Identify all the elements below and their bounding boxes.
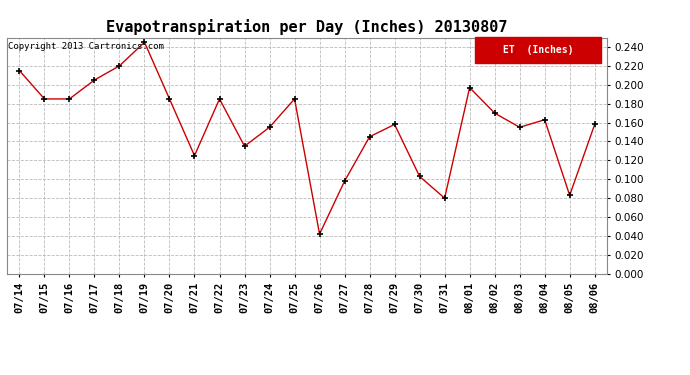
- Title: Evapotranspiration per Day (Inches) 20130807: Evapotranspiration per Day (Inches) 2013…: [106, 19, 508, 35]
- Bar: [475, 38, 601, 63]
- Text: Copyright 2013 Cartronics.com: Copyright 2013 Cartronics.com: [8, 42, 164, 51]
- Text: ET  (Inches): ET (Inches): [503, 45, 573, 56]
